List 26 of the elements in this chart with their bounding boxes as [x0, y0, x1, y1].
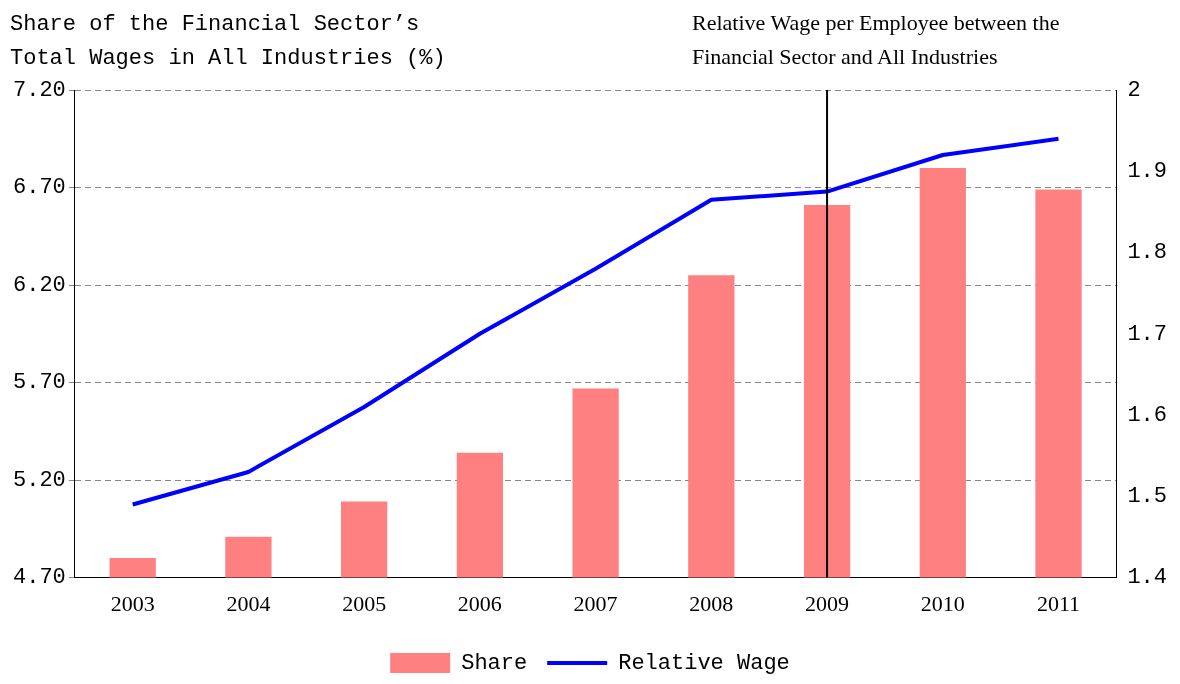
- y2-tick-label: 1.7: [1127, 321, 1167, 347]
- y-tick-label: 4.70: [13, 565, 66, 591]
- x-tick-label: 2006: [457, 590, 502, 616]
- x-tick-label: 2010: [920, 590, 965, 616]
- x-tick-label: 2011: [1036, 590, 1081, 616]
- y2-tick-label: 1.4: [1127, 565, 1167, 591]
- y-tick-label: 5.70: [13, 370, 66, 396]
- x-tick-label: 2004: [226, 590, 271, 616]
- y-tick-label: 7.20: [13, 77, 66, 103]
- y2-tick-label: 1.9: [1127, 159, 1167, 185]
- y-tick-label: 6.20: [13, 272, 66, 298]
- x-tick-label: 2005: [342, 590, 387, 616]
- y2-tick-label: 1.5: [1127, 484, 1167, 510]
- legend-label: Relative Wage: [618, 650, 790, 676]
- y-tick-label: 6.70: [13, 175, 66, 201]
- y2-tick-label: 2: [1127, 77, 1141, 103]
- y2-tick-label: 1.6: [1127, 402, 1167, 428]
- y-axis-title: Share of the Financial Sector’s Total Wages in All Industries (%): [10, 11, 447, 73]
- y2-tick-label: 1.8: [1127, 240, 1167, 266]
- x-tick-label: 2007: [573, 590, 618, 616]
- x-tick-label: 2003: [110, 590, 155, 616]
- y2-axis-title: Relative Wage per Employee between the Financial Sector and All Industries: [692, 9, 1061, 71]
- x-tick-label: 2008: [689, 590, 734, 616]
- legend-label: Share: [461, 650, 528, 676]
- y-tick-label: 5.20: [13, 467, 66, 493]
- x-tick-label: 2009: [805, 590, 850, 616]
